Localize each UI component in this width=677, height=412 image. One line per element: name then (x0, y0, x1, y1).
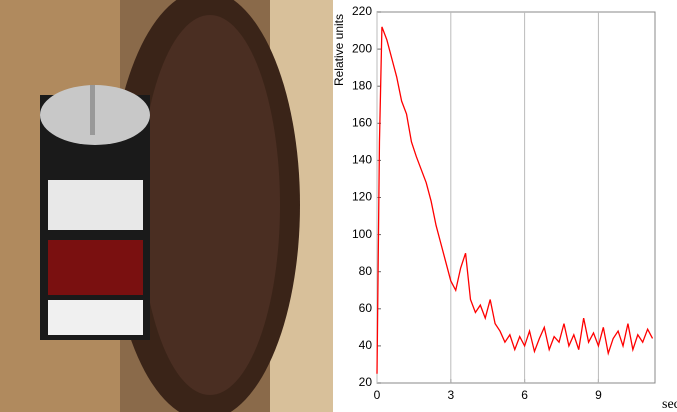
y-tick-label: 40 (359, 338, 373, 352)
coil-inner (140, 15, 280, 395)
can-label (48, 180, 143, 230)
y-tick-label: 160 (352, 115, 372, 129)
x-tick-label: 6 (521, 388, 528, 402)
data-line (376, 26, 654, 374)
y-tick-label: 140 (352, 153, 372, 167)
x-tick-label: 0 (374, 388, 381, 402)
y-tick-label: 20 (359, 375, 373, 389)
y-tick-label: 60 (359, 301, 373, 315)
y-tick-label: 200 (352, 41, 372, 55)
photo (0, 0, 333, 412)
y-tick-label: 100 (352, 227, 372, 241)
x-tick-label: 9 (595, 388, 602, 402)
y-tick-label: 220 (352, 4, 372, 18)
y-axis-label: Relative units (332, 14, 346, 86)
can-nozzle (90, 85, 95, 135)
can-stripe (48, 240, 143, 295)
y-tick-label: 180 (352, 78, 372, 92)
can-band (48, 300, 143, 335)
y-tick-label: 80 (359, 264, 373, 278)
x-tick-label: 3 (447, 388, 454, 402)
y-tick-label: 120 (352, 190, 372, 204)
plot-area (376, 11, 656, 384)
x-axis-label: sec (662, 397, 677, 412)
